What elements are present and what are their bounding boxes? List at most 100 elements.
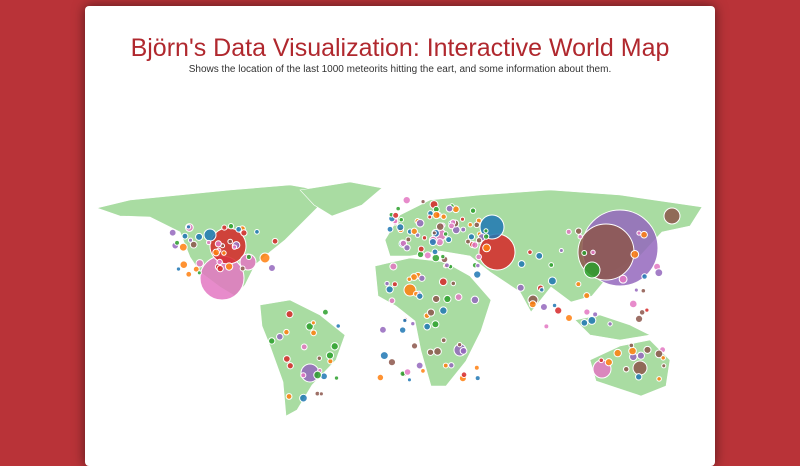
- meteorite[interactable]: [178, 242, 188, 252]
- meteorite[interactable]: [470, 295, 480, 305]
- meteorite[interactable]: [239, 265, 246, 272]
- meteorite[interactable]: [403, 244, 411, 252]
- meteorite[interactable]: [267, 264, 276, 273]
- meteorite[interactable]: [415, 361, 424, 370]
- meteorite[interactable]: [189, 240, 198, 249]
- meteorite[interactable]: [435, 222, 445, 231]
- meteorite[interactable]: [195, 259, 204, 268]
- meteorite[interactable]: [402, 317, 408, 324]
- meteorite[interactable]: [426, 308, 436, 317]
- meteorite[interactable]: [286, 362, 294, 370]
- meteorite[interactable]: [663, 207, 681, 225]
- meteorite[interactable]: [443, 294, 452, 304]
- meteorite[interactable]: [240, 229, 248, 237]
- meteorite[interactable]: [483, 228, 489, 234]
- meteorite[interactable]: [168, 228, 177, 237]
- meteorite[interactable]: [389, 262, 398, 271]
- meteorite[interactable]: [175, 266, 182, 272]
- meteorite[interactable]: [385, 285, 394, 294]
- meteorite[interactable]: [580, 319, 589, 327]
- meteorite[interactable]: [196, 270, 202, 276]
- meteorite[interactable]: [554, 306, 563, 315]
- meteorite[interactable]: [379, 325, 387, 334]
- meteorite[interactable]: [416, 292, 424, 300]
- meteorite[interactable]: [636, 230, 642, 236]
- meteorite[interactable]: [475, 253, 482, 261]
- meteorite[interactable]: [185, 224, 192, 230]
- meteorite[interactable]: [403, 368, 412, 376]
- meteorite[interactable]: [440, 213, 447, 220]
- meteorite[interactable]: [415, 218, 425, 228]
- meteorite[interactable]: [432, 211, 441, 220]
- meteorite[interactable]: [231, 244, 238, 250]
- meteorite[interactable]: [643, 345, 652, 354]
- meteorite[interactable]: [221, 250, 227, 256]
- meteorite[interactable]: [300, 372, 307, 379]
- meteorite[interactable]: [459, 216, 466, 222]
- meteorite[interactable]: [179, 260, 189, 269]
- meteorite[interactable]: [539, 302, 548, 312]
- meteorite[interactable]: [450, 280, 457, 287]
- meteorite[interactable]: [661, 363, 667, 369]
- meteorite[interactable]: [535, 251, 544, 260]
- meteorite[interactable]: [460, 371, 468, 379]
- meteorite[interactable]: [406, 377, 412, 383]
- meteorite[interactable]: [245, 253, 252, 260]
- meteorite[interactable]: [203, 228, 217, 242]
- meteorite[interactable]: [632, 360, 648, 376]
- meteorite[interactable]: [628, 346, 637, 356]
- meteorite[interactable]: [445, 236, 453, 244]
- meteorite[interactable]: [268, 337, 276, 345]
- meteorite[interactable]: [321, 308, 329, 316]
- meteorite[interactable]: [473, 364, 480, 371]
- meteorite[interactable]: [547, 276, 557, 286]
- meteorite[interactable]: [379, 351, 389, 361]
- meteorite[interactable]: [460, 226, 467, 233]
- meteorite[interactable]: [221, 224, 228, 231]
- meteorite[interactable]: [440, 337, 447, 344]
- meteorite[interactable]: [574, 227, 583, 235]
- meteorite[interactable]: [405, 236, 412, 243]
- meteorite[interactable]: [583, 292, 591, 300]
- meteorite[interactable]: [598, 357, 605, 364]
- meteorite[interactable]: [310, 329, 317, 337]
- meteorite[interactable]: [396, 223, 405, 232]
- meteorite[interactable]: [448, 362, 455, 369]
- meteorite[interactable]: [420, 199, 426, 205]
- meteorite[interactable]: [398, 326, 407, 334]
- meteorite[interactable]: [432, 294, 441, 304]
- meteorite[interactable]: [376, 373, 385, 382]
- meteorite[interactable]: [431, 230, 437, 236]
- meteorite[interactable]: [433, 347, 442, 356]
- meteorite[interactable]: [628, 299, 638, 309]
- meteorite[interactable]: [285, 393, 293, 400]
- meteorite[interactable]: [299, 393, 308, 403]
- meteorite[interactable]: [181, 232, 189, 240]
- meteorite[interactable]: [227, 238, 233, 245]
- meteorite[interactable]: [421, 235, 428, 241]
- meteorite[interactable]: [410, 342, 419, 350]
- meteorite[interactable]: [427, 214, 433, 220]
- meteorite[interactable]: [444, 262, 450, 269]
- meteorite[interactable]: [633, 287, 639, 293]
- meteorite[interactable]: [660, 355, 666, 361]
- meteorite[interactable]: [227, 223, 235, 230]
- meteorite[interactable]: [259, 252, 271, 264]
- meteorite[interactable]: [482, 233, 490, 240]
- meteorite[interactable]: [474, 375, 481, 382]
- meteorite[interactable]: [623, 365, 630, 373]
- meteorite[interactable]: [548, 262, 555, 268]
- meteorite[interactable]: [628, 342, 635, 349]
- meteorite[interactable]: [216, 258, 223, 266]
- meteorite[interactable]: [644, 307, 650, 313]
- meteorite[interactable]: [333, 375, 340, 381]
- meteorite[interactable]: [442, 231, 449, 237]
- meteorite[interactable]: [630, 249, 640, 259]
- meteorite[interactable]: [440, 253, 446, 260]
- meteorite[interactable]: [402, 195, 411, 205]
- meteorite[interactable]: [438, 277, 448, 287]
- meteorite[interactable]: [431, 320, 440, 329]
- meteorite[interactable]: [575, 281, 582, 288]
- meteorite[interactable]: [417, 245, 425, 253]
- meteorite[interactable]: [638, 309, 646, 316]
